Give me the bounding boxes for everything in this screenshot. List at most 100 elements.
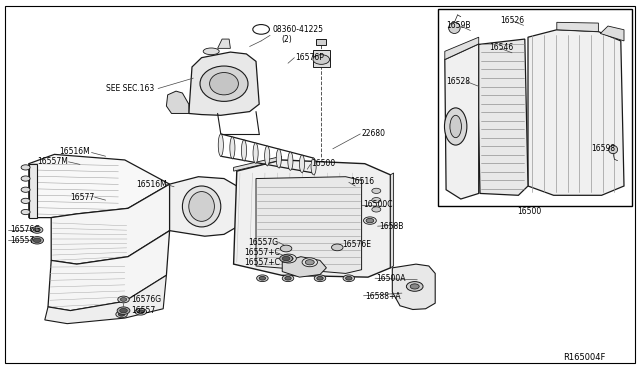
Polygon shape — [256, 177, 362, 273]
Circle shape — [410, 284, 419, 289]
Circle shape — [281, 254, 296, 263]
Circle shape — [33, 238, 41, 243]
Ellipse shape — [210, 73, 239, 95]
Polygon shape — [234, 156, 282, 171]
Polygon shape — [445, 44, 479, 199]
Circle shape — [135, 308, 147, 315]
Ellipse shape — [449, 22, 460, 33]
Text: 16557G: 16557G — [248, 238, 278, 247]
Circle shape — [21, 187, 30, 192]
Polygon shape — [48, 231, 170, 311]
Circle shape — [21, 165, 30, 170]
Polygon shape — [29, 154, 170, 218]
Circle shape — [259, 276, 266, 280]
Circle shape — [343, 275, 355, 282]
Ellipse shape — [276, 149, 282, 168]
Text: (2): (2) — [282, 35, 292, 44]
Polygon shape — [313, 50, 330, 67]
Circle shape — [372, 188, 381, 193]
Circle shape — [302, 258, 317, 267]
Text: 16516: 16516 — [350, 177, 374, 186]
Circle shape — [366, 218, 374, 223]
Polygon shape — [282, 257, 326, 277]
Text: 1659B: 1659B — [446, 21, 470, 30]
Text: 16557: 16557 — [10, 236, 35, 245]
Polygon shape — [45, 275, 166, 324]
Circle shape — [120, 298, 127, 301]
Polygon shape — [189, 52, 259, 115]
Text: 16576G: 16576G — [131, 295, 161, 304]
Circle shape — [253, 25, 269, 34]
Circle shape — [285, 276, 291, 280]
Circle shape — [120, 308, 127, 313]
Circle shape — [280, 245, 292, 252]
Ellipse shape — [300, 155, 305, 173]
Polygon shape — [392, 264, 435, 310]
Circle shape — [332, 244, 343, 251]
Text: 16557M: 16557M — [37, 157, 68, 166]
Circle shape — [31, 237, 44, 244]
Circle shape — [138, 310, 144, 314]
Text: 16576P: 16576P — [296, 53, 324, 62]
Circle shape — [305, 260, 314, 265]
Circle shape — [282, 256, 290, 261]
Ellipse shape — [241, 140, 246, 161]
Polygon shape — [51, 184, 170, 264]
Polygon shape — [218, 39, 230, 48]
Ellipse shape — [204, 48, 219, 55]
Circle shape — [116, 311, 127, 318]
Ellipse shape — [450, 115, 461, 138]
Circle shape — [284, 256, 293, 261]
Circle shape — [364, 217, 376, 224]
Circle shape — [117, 307, 130, 314]
Text: 16526: 16526 — [500, 16, 525, 25]
Text: 1658B: 1658B — [379, 222, 403, 231]
Circle shape — [280, 255, 292, 262]
Circle shape — [118, 296, 129, 303]
Polygon shape — [316, 39, 326, 45]
Text: 16576E: 16576E — [342, 240, 371, 249]
Ellipse shape — [288, 152, 293, 170]
Circle shape — [314, 275, 326, 282]
Polygon shape — [600, 26, 624, 41]
Polygon shape — [528, 30, 624, 195]
Ellipse shape — [182, 186, 221, 227]
Circle shape — [31, 227, 43, 233]
Circle shape — [317, 276, 323, 280]
Text: 16500A: 16500A — [376, 274, 406, 283]
Ellipse shape — [253, 143, 258, 163]
Text: 16557+C: 16557+C — [244, 248, 280, 257]
Circle shape — [282, 275, 294, 282]
Ellipse shape — [609, 145, 618, 154]
Circle shape — [257, 275, 268, 282]
Circle shape — [21, 209, 30, 215]
Ellipse shape — [200, 66, 248, 102]
Bar — [438, 9, 632, 206]
Polygon shape — [166, 91, 189, 113]
Text: 16500: 16500 — [312, 159, 336, 168]
Ellipse shape — [218, 134, 223, 156]
Text: 16598: 16598 — [591, 144, 616, 153]
Circle shape — [406, 282, 423, 291]
Ellipse shape — [444, 108, 467, 145]
Polygon shape — [390, 173, 394, 268]
Circle shape — [21, 198, 30, 203]
Text: SEE SEC.163: SEE SEC.163 — [106, 84, 154, 93]
Text: 16528: 16528 — [446, 77, 470, 86]
Circle shape — [21, 176, 30, 181]
Text: 16576G: 16576G — [10, 225, 40, 234]
Ellipse shape — [311, 158, 316, 175]
Text: 16557+C: 16557+C — [244, 258, 280, 267]
Polygon shape — [477, 39, 528, 195]
Text: S: S — [259, 27, 263, 32]
Text: R165004F: R165004F — [563, 353, 605, 362]
Text: 16577: 16577 — [70, 193, 95, 202]
Text: 16516M: 16516M — [60, 147, 90, 156]
Circle shape — [372, 198, 381, 203]
Polygon shape — [29, 164, 37, 218]
Ellipse shape — [189, 192, 214, 221]
Polygon shape — [445, 37, 479, 60]
Text: 22680: 22680 — [362, 129, 385, 138]
Polygon shape — [170, 177, 237, 236]
Text: 16500: 16500 — [517, 207, 541, 216]
